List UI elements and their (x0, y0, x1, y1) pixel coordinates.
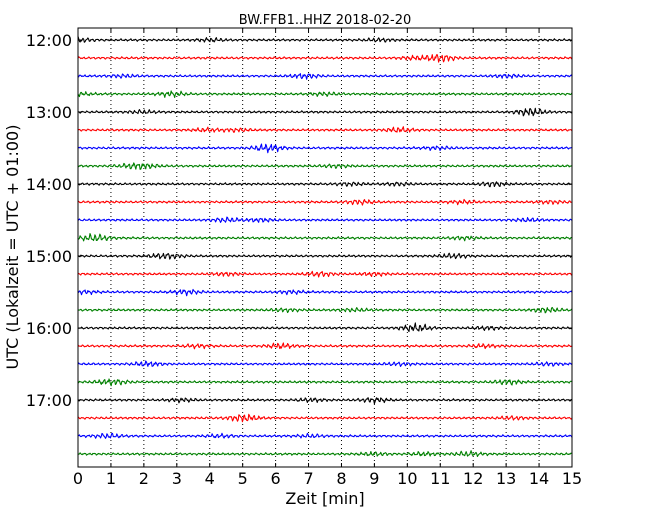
seismogram-trace (77, 322, 573, 333)
seismogram-trace (77, 342, 573, 350)
chart-title: BW.FFB1..HHZ 2018-02-20 (239, 13, 412, 28)
y-tick-label: 13:00 (26, 103, 72, 122)
seismogram-trace (77, 378, 573, 387)
x-tick-label: 14 (529, 469, 549, 488)
seismogram-trace (77, 306, 573, 314)
seismogram-trace (77, 162, 573, 170)
y-axis-label: UTC (Lokalzeit = UTC + 01:00) (3, 125, 22, 370)
seismogram-trace (77, 432, 573, 439)
x-tick-label: 13 (496, 469, 516, 488)
x-tick-label: 3 (172, 469, 182, 488)
x-tick-label: 11 (430, 469, 450, 488)
plot-area-frame (77, 27, 573, 468)
x-tick-label: 1 (106, 469, 116, 488)
y-tick-label: 15:00 (26, 247, 72, 266)
seismogram-trace (77, 107, 573, 117)
seismogram-trace (77, 233, 573, 242)
x-tick-label: 7 (303, 469, 313, 488)
seismogram-trace (77, 360, 573, 367)
seismogram-trace (77, 216, 573, 223)
seismogram-trace (77, 413, 573, 423)
seismogram-trace (77, 198, 573, 206)
x-tick-label: 2 (139, 469, 149, 488)
x-tick-label: 9 (369, 469, 379, 488)
y-tick-label: 17:00 (26, 391, 72, 410)
seismogram-trace (77, 450, 573, 458)
x-tick-label: 15 (562, 469, 582, 488)
seismogram-trace (77, 90, 573, 99)
x-tick-label: 0 (73, 469, 83, 488)
x-tick-label: 8 (336, 469, 346, 488)
x-axis-label: Zeit [min] (285, 489, 364, 508)
x-tick-label: 10 (397, 469, 417, 488)
seismogram-trace (77, 143, 573, 154)
seismogram-trace (77, 397, 573, 405)
y-tick-label: 14:00 (26, 175, 72, 194)
y-tick-label: 12:00 (26, 31, 72, 50)
y-tick-label: 16:00 (26, 319, 72, 338)
trace-layer (77, 35, 573, 458)
seismogram-trace (77, 288, 573, 297)
seismogram-trace (77, 35, 573, 43)
seismogram-trace (77, 252, 573, 260)
seismogram-trace (77, 54, 573, 63)
x-tick-layer: 0 1 2 3 4 5 6 7 8 9 10 11 12 13 14 15 (73, 28, 582, 488)
y-tick-layer: 12:00 13:00 14:00 15:00 16:00 17:00 (26, 31, 572, 410)
x-tick-label: 4 (205, 469, 215, 488)
x-tick-label: 5 (238, 469, 248, 488)
x-tick-label: 12 (463, 469, 483, 488)
seismogram-trace (77, 73, 573, 80)
seismogram-trace (77, 270, 573, 278)
seismogram-trace (77, 126, 573, 134)
seismogram-trace (77, 181, 573, 188)
x-tick-label: 6 (271, 469, 281, 488)
